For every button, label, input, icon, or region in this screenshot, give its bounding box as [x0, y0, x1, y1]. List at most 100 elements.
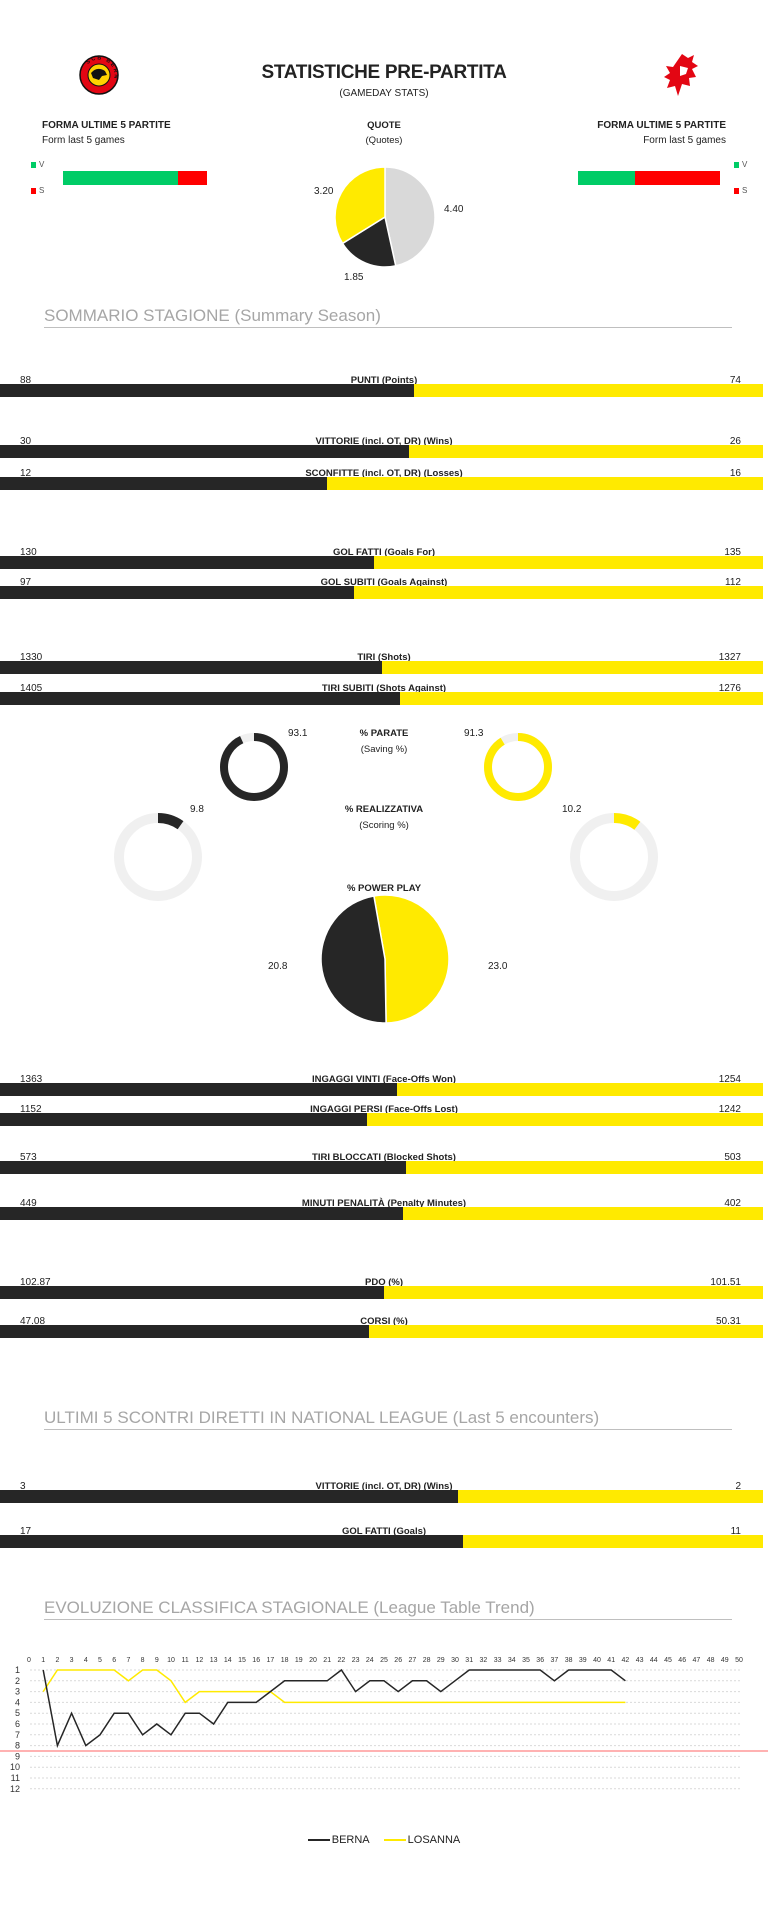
stat-5-away-value: 1327 — [718, 652, 741, 663]
x-tick-label: 16 — [252, 1657, 260, 1664]
away-segment — [354, 586, 763, 599]
loss-segment — [634, 171, 720, 185]
stat-0-home-value: 88 — [20, 375, 32, 386]
stat-5-label: TIRI (Shots) — [357, 652, 411, 663]
x-tick-label: 8 — [141, 1657, 145, 1664]
h2h-stat-1-label: GOL FATTI (Goals) — [341, 1526, 427, 1537]
x-tick-label: 19 — [295, 1657, 303, 1664]
y-tick-label: 10 — [10, 1762, 20, 1772]
x-tick-label: 26 — [394, 1657, 402, 1664]
x-tick-label: 46 — [678, 1657, 686, 1664]
stat-7-away-value: 1254 — [718, 1074, 741, 1085]
y-tick-label: 7 — [15, 1730, 20, 1740]
home-slice — [341, 215, 397, 268]
h2h-stat-0-comparison-bar — [0, 1490, 763, 1503]
y-tick-label: 9 — [15, 1751, 20, 1761]
h2h-stat-0-label: VITTORIE (incl. OT, DR) (Wins) — [315, 1481, 453, 1492]
x-tick-label: 44 — [650, 1657, 658, 1664]
x-tick-label: 39 — [579, 1657, 587, 1664]
x-tick-label: 42 — [622, 1657, 630, 1664]
x-tick-label: 41 — [607, 1657, 615, 1664]
y-tick-label: 3 — [15, 1687, 20, 1697]
stat-12-away-value: 50.31 — [715, 1316, 741, 1327]
x-tick-label: 5 — [98, 1657, 102, 1664]
legend-label: S — [742, 186, 748, 195]
legend-item-berna: BERNA — [307, 1834, 370, 1846]
away-segment — [384, 1286, 763, 1299]
win-swatch — [31, 161, 36, 168]
stat-1-label: VITTORIE (incl. OT, DR) (Wins) — [315, 436, 453, 447]
x-tick-label: 40 — [593, 1657, 601, 1664]
h2h-stat-0-home-value: 3 — [20, 1481, 26, 1492]
away-team-logo — [664, 54, 698, 96]
home-scoring-donut — [114, 813, 202, 901]
donut-value-arc — [570, 813, 658, 901]
loss-segment — [178, 171, 207, 185]
y-tick-label: 4 — [15, 1697, 20, 1707]
stat-3-comparison-bar — [0, 556, 763, 569]
home-segment — [0, 1083, 398, 1096]
quote-away-value: 3.20 — [314, 186, 334, 197]
away-segment — [414, 384, 763, 397]
stat-5-comparison-bar — [0, 661, 763, 674]
quotes-pie — [334, 166, 436, 268]
x-tick-label: 43 — [636, 1657, 644, 1664]
home-legend-loss: S — [31, 186, 44, 195]
away-slice — [373, 894, 450, 1024]
stat-6-label: TIRI SUBITI (Shots Against) — [321, 683, 447, 694]
h2h-stat-1-away-value: 11 — [730, 1526, 741, 1537]
home-segment — [0, 1207, 403, 1220]
powerplay-pie — [320, 894, 450, 1024]
x-tick-label: 20 — [309, 1657, 317, 1664]
h2h-stat-1-comparison-bar — [0, 1535, 763, 1548]
x-tick-label: 7 — [126, 1657, 130, 1664]
loss-swatch — [31, 187, 36, 194]
x-tick-label: 18 — [281, 1657, 289, 1664]
x-tick-label: 36 — [536, 1657, 544, 1664]
x-tick-label: 13 — [210, 1657, 218, 1664]
stat-5-home-value: 1330 — [20, 652, 43, 663]
away-segment — [402, 1207, 763, 1220]
home-segment — [0, 692, 400, 705]
x-tick-label: 33 — [494, 1657, 502, 1664]
stat-6-home-value: 1405 — [20, 683, 43, 694]
donut-value-arc — [484, 733, 552, 801]
x-tick-label: 30 — [451, 1657, 459, 1664]
stat-1-comparison-bar — [0, 445, 763, 458]
stat-11-home-value: 102.87 — [20, 1277, 51, 1288]
stat-8-away-value: 1242 — [718, 1104, 741, 1115]
stat-6-comparison-bar — [0, 692, 763, 705]
home-segment — [0, 1325, 369, 1338]
x-tick-label: 9 — [155, 1657, 159, 1664]
stat-8-comparison-bar — [0, 1113, 763, 1126]
trend-heading: EVOLUZIONE CLASSIFICA STAGIONALE (League… — [44, 1598, 535, 1617]
stat-3-away-value: 135 — [724, 547, 741, 558]
x-tick-label: 12 — [196, 1657, 204, 1664]
legend-label: V — [39, 160, 45, 169]
legend-item-losanna: LOSANNA — [383, 1834, 461, 1846]
away-segment — [463, 1535, 763, 1548]
legend-label: LOSANNA — [407, 1834, 461, 1846]
win-segment — [578, 171, 635, 185]
home-saving-donut — [220, 733, 288, 801]
away-segment — [397, 1083, 763, 1096]
stat-9-away-value: 503 — [724, 1152, 741, 1163]
away-saving-value: 91.3 — [464, 728, 484, 739]
y-tick-label: 2 — [15, 1676, 20, 1686]
home-powerplay-value: 20.8 — [268, 961, 288, 972]
home-segment — [0, 1161, 407, 1174]
stat-12-home-value: 47.08 — [20, 1316, 46, 1327]
donut-value-arc — [220, 733, 288, 801]
y-tick-label: 12 — [10, 1784, 20, 1794]
stat-12-label: CORSI (%) — [360, 1316, 408, 1327]
away-segment — [381, 661, 763, 674]
away-powerplay-value: 23.0 — [488, 961, 508, 972]
home-segment — [0, 1113, 368, 1126]
page-subtitle: (GAMEDAY STATS) — [339, 88, 429, 99]
win-segment — [63, 171, 179, 185]
away-scoring-value: 10.2 — [562, 804, 582, 815]
quotes-subtitle: (Quotes) — [365, 135, 403, 146]
powerplay-label: % POWER PLAY — [346, 883, 422, 894]
away-segment — [406, 1161, 763, 1174]
legend-label: V — [742, 160, 748, 169]
